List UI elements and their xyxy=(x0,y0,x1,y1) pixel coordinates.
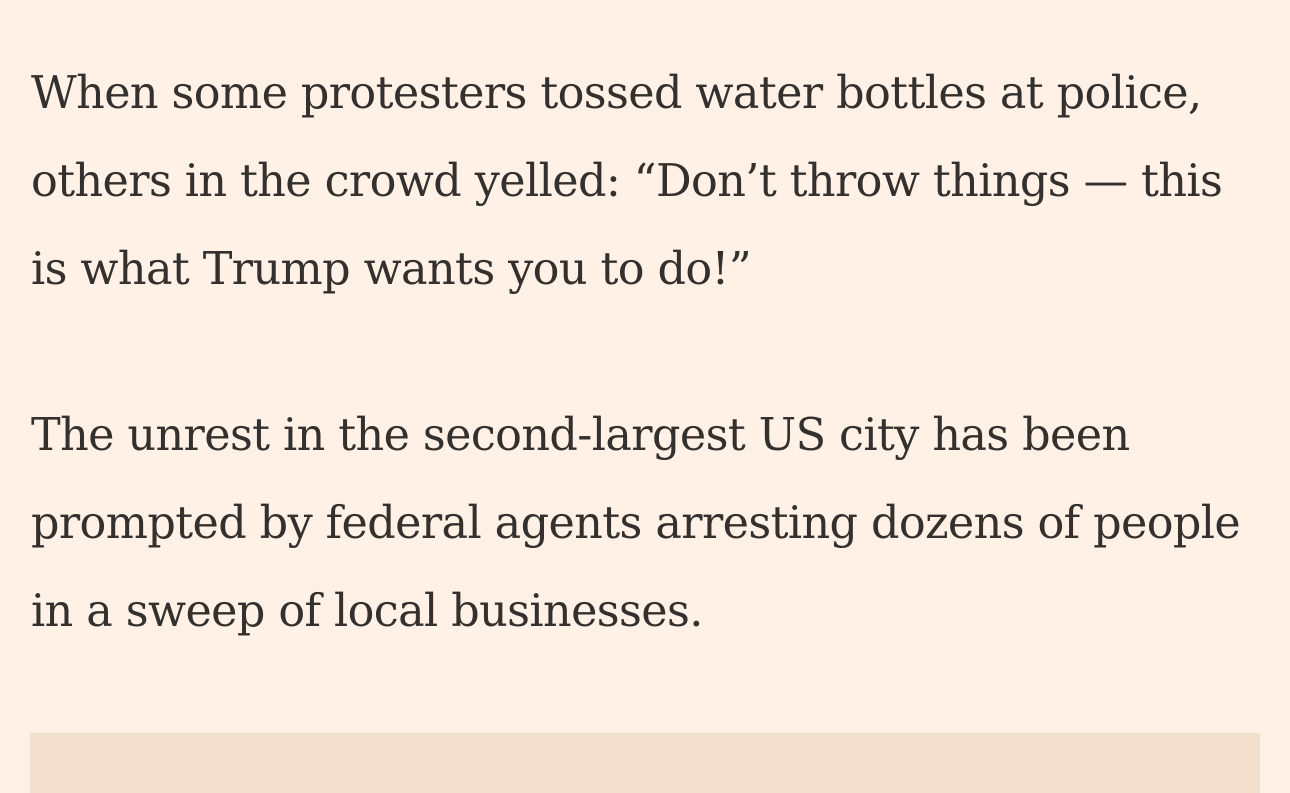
embedded-content-box xyxy=(30,733,1260,793)
article-paragraph-2: The unrest in the second-largest US city… xyxy=(31,410,1241,637)
article-paragraph-1: When some protesters tossed water bottle… xyxy=(31,68,1223,295)
